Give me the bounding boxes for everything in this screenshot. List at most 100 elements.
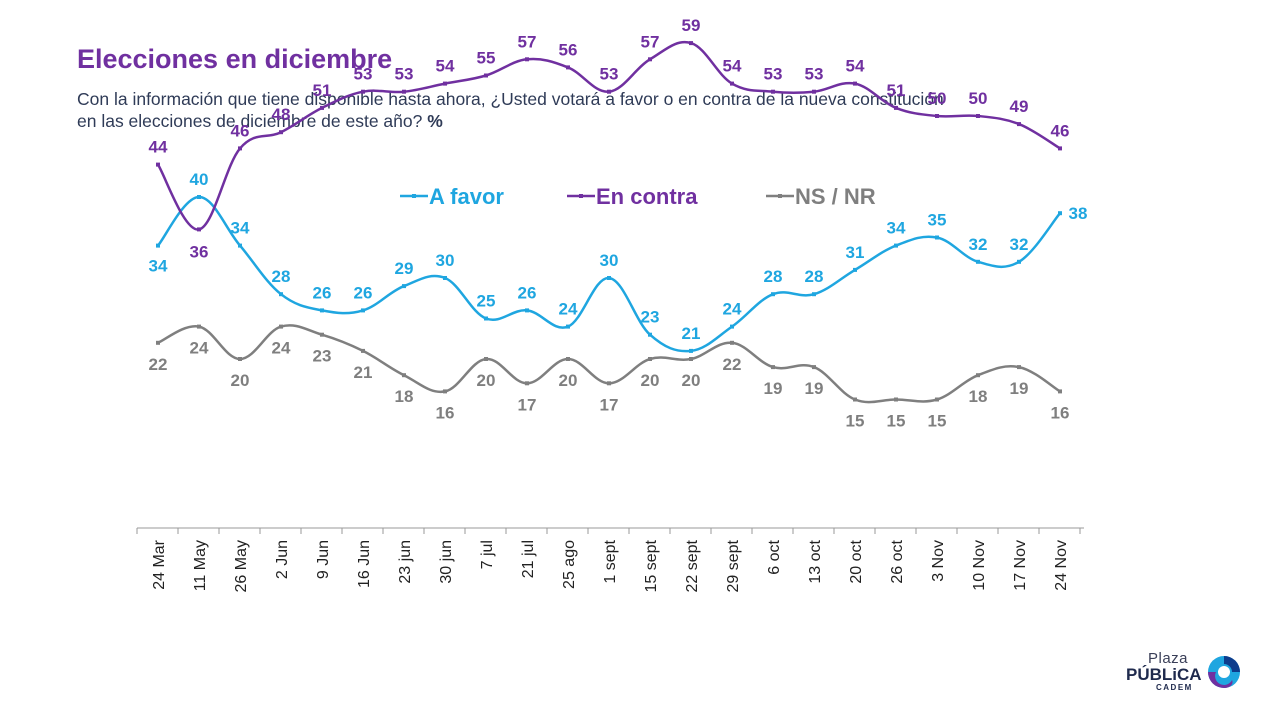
data-point-ns-nr: [853, 397, 857, 402]
x-tick-label: 26 May: [233, 540, 250, 592]
x-tick-label: 6 oct: [766, 539, 783, 574]
data-point-a-favor: [853, 267, 857, 272]
logo-swirl-icon: [1208, 656, 1240, 688]
data-label-a-favor: 34: [887, 219, 906, 238]
data-point-en-contra: [197, 227, 201, 232]
series-labels: 44 34 22 36 40 24 46 34 20 48 28 24 51 26 23 53 26 21 53 29…: [149, 16, 1088, 430]
data-label-en-contra: 57: [641, 32, 660, 51]
data-point-a-favor: [771, 292, 775, 297]
x-tick-label: 24 Mar: [151, 539, 168, 589]
data-point-ns-nr: [976, 373, 980, 378]
x-tick-label: 23 jun: [397, 540, 414, 584]
data-label-a-favor: 30: [600, 251, 619, 270]
data-point-a-favor: [976, 259, 980, 264]
data-point-ns-nr: [361, 348, 365, 353]
data-point-ns-nr: [484, 357, 488, 361]
data-point-ns-nr: [730, 340, 734, 345]
data-point-ns-nr: [648, 357, 652, 361]
page-subtitle: Con la información que tiene disponible …: [77, 88, 1157, 132]
x-tick-label: 16 Jun: [356, 540, 373, 588]
data-label-en-contra: 53: [354, 65, 373, 84]
data-point-en-contra: [156, 162, 160, 167]
data-label-en-contra: 46: [1051, 121, 1070, 140]
series-ns-nr: [156, 324, 1062, 404]
data-label-ns-nr: 15: [928, 412, 947, 431]
data-point-ns-nr: [607, 381, 611, 386]
data-label-a-favor: 35: [928, 211, 947, 230]
data-label-en-contra: 54: [436, 57, 455, 76]
data-point-a-favor: [894, 243, 898, 248]
data-point-en-contra: [1017, 122, 1021, 127]
series-line-en-contra: [156, 40, 1061, 231]
data-point-ns-nr: [1017, 365, 1021, 370]
series-lines: [156, 40, 1062, 404]
data-label-ns-nr: 20: [231, 371, 250, 390]
data-point-en-contra: [279, 130, 283, 135]
data-point-a-favor: [730, 324, 734, 329]
data-label-ns-nr: 20: [641, 371, 660, 390]
logo-text-cadem: CADEM: [1156, 683, 1193, 692]
series-line-ns-nr: [157, 324, 1061, 404]
data-label-ns-nr: 20: [559, 371, 578, 390]
data-point-a-favor: [812, 292, 816, 297]
data-label-ns-nr: 18: [969, 387, 988, 406]
data-point-en-contra: [935, 114, 939, 118]
data-label-a-favor: 26: [354, 283, 373, 302]
data-label-a-favor: 28: [805, 267, 824, 286]
data-point-a-favor: [1058, 211, 1062, 216]
data-point-ns-nr: [566, 357, 570, 361]
legend-label-a-favor: A favor: [429, 184, 504, 209]
logo-text-plaza: Plaza: [1148, 650, 1189, 667]
legend-marker-a-favor: [412, 194, 416, 198]
x-tick-label: 29 sept: [725, 539, 742, 592]
data-point-a-favor: [525, 308, 529, 313]
x-tick-label: 26 oct: [889, 539, 906, 583]
x-tick-label: 20 oct: [848, 539, 865, 583]
data-point-a-favor: [197, 195, 201, 199]
data-point-en-contra: [361, 89, 365, 94]
data-label-ns-nr: 24: [272, 339, 291, 358]
data-label-en-contra: 48: [272, 105, 291, 124]
data-point-en-contra: [607, 89, 611, 94]
data-point-en-contra: [976, 114, 980, 118]
series-line-a-favor: [157, 195, 1061, 353]
legend-item-ns-nr: NS / NR: [766, 184, 876, 209]
data-label-ns-nr: 16: [436, 403, 455, 422]
legend-label-ns-nr: NS / NR: [795, 184, 876, 209]
data-label-ns-nr: 22: [149, 355, 168, 374]
data-point-ns-nr: [689, 357, 693, 361]
x-tick-label: 2 Jun: [274, 540, 291, 579]
data-label-en-contra: 49: [1010, 97, 1029, 116]
data-point-ns-nr: [443, 389, 447, 394]
data-point-en-contra: [894, 105, 898, 110]
data-point-ns-nr: [771, 365, 775, 370]
data-point-a-favor: [566, 324, 570, 329]
data-point-a-favor: [1017, 259, 1021, 264]
legend-marker-en-contra: [579, 194, 583, 198]
data-point-en-contra: [771, 89, 775, 94]
data-point-ns-nr: [894, 397, 898, 402]
data-label-a-favor: 28: [272, 267, 291, 286]
legend-item-a-favor: A favor: [400, 184, 504, 209]
x-tick-label: 22 sept: [684, 539, 701, 592]
data-point-en-contra: [648, 57, 652, 62]
data-label-a-favor: 26: [518, 283, 537, 302]
data-point-en-contra: [525, 57, 529, 62]
data-label-en-contra: 50: [969, 89, 988, 108]
data-point-a-favor: [402, 284, 406, 289]
unit-label: %: [427, 111, 443, 131]
data-label-ns-nr: 21: [354, 363, 373, 382]
page-title: Elecciones en diciembre: [77, 44, 393, 74]
data-label-a-favor: 28: [764, 267, 783, 286]
data-label-ns-nr: 19: [1010, 379, 1029, 398]
data-label-a-favor: 25: [477, 292, 496, 311]
data-label-a-favor: 26: [313, 283, 332, 302]
data-point-ns-nr: [1058, 389, 1062, 394]
data-point-ns-nr: [197, 324, 201, 329]
data-point-ns-nr: [156, 340, 160, 345]
data-label-en-contra: 50: [928, 89, 947, 108]
series-a-favor: [156, 195, 1062, 353]
data-label-en-contra: 53: [764, 65, 783, 84]
data-point-ns-nr: [279, 324, 283, 329]
